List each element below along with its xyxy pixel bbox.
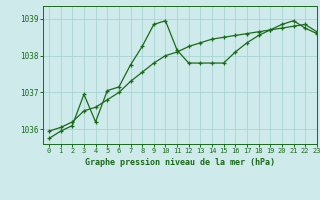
- X-axis label: Graphe pression niveau de la mer (hPa): Graphe pression niveau de la mer (hPa): [85, 158, 275, 167]
